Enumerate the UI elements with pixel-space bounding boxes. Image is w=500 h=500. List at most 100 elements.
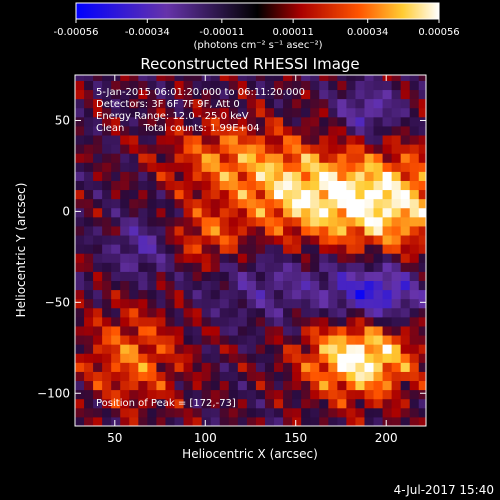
heatmap-cell [301,125,311,136]
heatmap-cell [319,335,329,345]
heatmap-cell [264,198,275,209]
heatmap-cell [255,171,266,181]
heatmap-cell [174,75,185,81]
heatmap-cell [255,189,266,200]
heatmap-cell [237,407,248,418]
heatmap-cell [147,116,157,127]
heatmap-cell [129,271,139,281]
heatmap-cell [373,244,384,254]
heatmap-cell [328,335,338,345]
heatmap-cell [120,407,130,418]
heatmap-cell [228,189,239,200]
heatmap-cell [391,144,402,154]
heatmap-cell [400,244,411,254]
heatmap-cell [373,98,384,109]
heatmap-cell [255,235,266,245]
heatmap-cell [192,162,203,172]
heatmap-cell [382,235,393,245]
heatmap-cell [219,235,230,245]
heatmap-cell [382,253,393,263]
heatmap-cell [246,116,257,127]
heatmap-cell [192,353,203,363]
heatmap-cell [156,125,166,136]
heatmap-cell [373,316,384,327]
heatmap-cell [400,216,411,227]
heatmap-cell [183,244,194,254]
heatmap-cell [111,125,121,136]
heatmap-cell [264,344,275,354]
heatmap-cell [219,253,230,263]
heatmap-cell [409,189,420,200]
heatmap-cell [364,189,375,200]
heatmap-cell [174,416,185,426]
heatmap-cell [364,116,375,127]
heatmap-cell [373,325,384,336]
heatmap-cell [391,162,402,172]
heatmap-cell [319,371,329,382]
heatmap-cell [400,80,411,91]
heatmap-cell [246,362,257,372]
heatmap-cell [147,325,157,336]
heatmap-cell [246,235,257,245]
heatmap-cell [391,280,402,291]
heatmap-cell [373,289,384,300]
heatmap-cell [228,371,239,382]
heatmap-cell [228,407,239,418]
heatmap-cell [391,116,402,127]
heatmap-cell [228,216,239,227]
heatmap-cell [337,416,347,426]
heatmap-cell [129,244,139,254]
heatmap-cell [255,325,266,336]
heatmap-cell [192,80,203,91]
heatmap-cell [156,362,166,372]
heatmap-cell [219,244,230,254]
heatmap-cell [156,289,166,300]
heatmap-cell [319,362,329,372]
heatmap-cell [364,280,375,291]
heatmap-cell [219,389,230,400]
heatmap-cell [183,262,194,272]
heatmap-cell [228,353,239,363]
heatmap-cell [120,153,130,163]
heatmap-cell [373,75,384,81]
heatmap-cell [328,298,338,309]
heatmap-cell [319,353,329,363]
heatmap-cell [183,75,194,81]
heatmap-cell [111,416,121,426]
heatmap-cells [75,75,426,426]
heatmap-cell [373,116,384,127]
heatmap-cell [355,216,365,227]
heatmap-cell [373,125,384,136]
heatmap-cell [210,271,221,281]
heatmap-cell [201,125,212,136]
heatmap-cell [301,198,311,209]
heatmap-cell [165,98,176,109]
heatmap-cell [391,235,402,245]
heatmap-cell [319,380,329,391]
heatmap-cell [310,371,320,382]
heatmap-cell [219,162,230,172]
heatmap-cell [337,171,347,181]
heatmap-cell [201,107,212,118]
heatmap-cell [111,298,121,309]
heatmap-cell [84,207,94,218]
heatmap-cell [75,407,85,418]
heatmap-cell [364,225,375,236]
heatmap-cell [165,116,176,127]
heatmap-cell [174,316,185,327]
heatmap-cell [319,198,329,209]
heatmap-cell [283,225,293,236]
heatmap-cell [274,307,284,318]
heatmap-cell [292,398,302,409]
heatmap-cell [364,244,375,254]
heatmap-cell [301,289,311,300]
heatmap-cell [84,262,94,272]
heatmap-cell [120,280,130,291]
heatmap-cell [174,189,185,200]
heatmap-cell [292,298,302,309]
heatmap-cell [84,362,94,372]
heatmap-cell [319,171,329,181]
heatmap-cell [237,362,248,372]
heatmap-cell [84,371,94,382]
heatmap-cell [102,135,112,145]
